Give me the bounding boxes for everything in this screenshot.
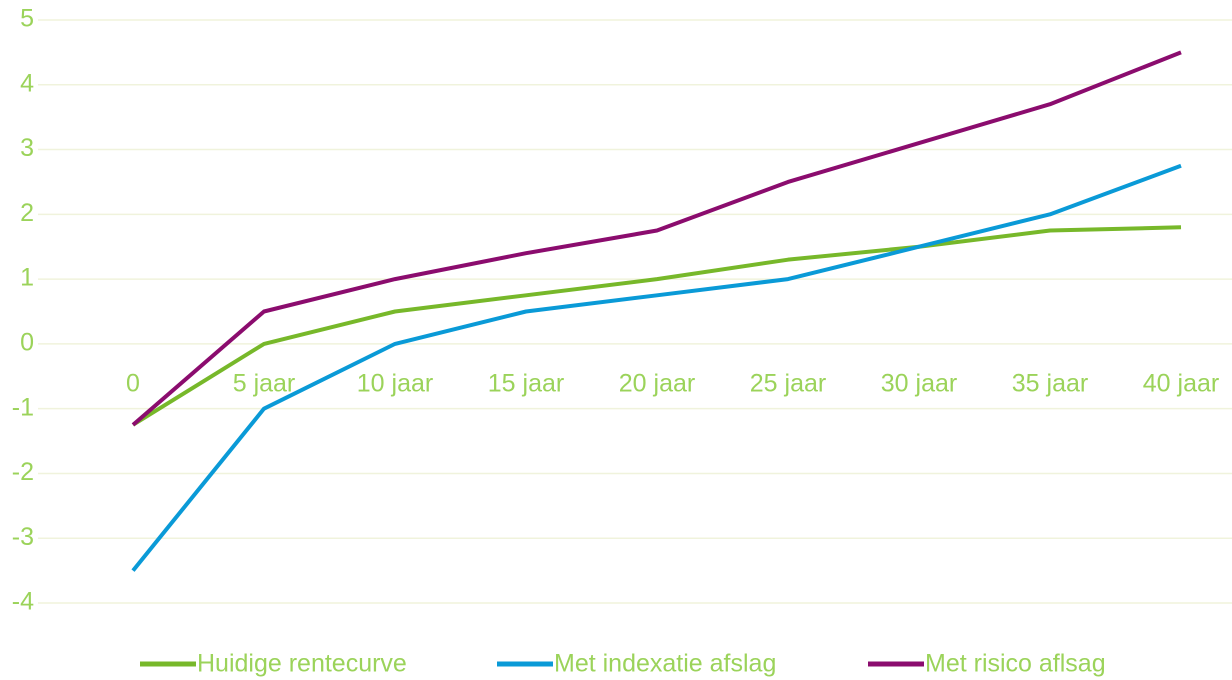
y-tick-label: 2 (20, 199, 34, 227)
y-tick-label: 0 (20, 328, 34, 356)
x-tick-label: 5 jaar (233, 369, 296, 397)
y-tick-label: -2 (12, 458, 34, 486)
x-tick-label: 35 jaar (1012, 369, 1088, 397)
x-tick-label: 0 (126, 369, 140, 397)
y-tick-label: 1 (20, 264, 34, 292)
series-line (131, 50, 1182, 427)
x-tick-label: 15 jaar (488, 369, 564, 397)
x-tick-label: 25 jaar (750, 369, 826, 397)
x-tick-label: 10 jaar (357, 369, 433, 397)
y-tick-label: 4 (20, 69, 34, 97)
legend-label: Huidige rentecurve (197, 650, 407, 678)
y-tick-label: -3 (12, 523, 34, 551)
y-tick-label: -1 (12, 393, 34, 421)
x-tick-label: 20 jaar (619, 369, 695, 397)
x-tick-label: 40 jaar (1143, 369, 1219, 397)
y-tick-label: 5 (20, 5, 34, 33)
x-tick-label: 30 jaar (881, 369, 957, 397)
y-tick-label: -4 (12, 588, 34, 616)
series-line (131, 225, 1182, 427)
legend-label: Met risico aflsag (925, 650, 1106, 678)
series-line (131, 163, 1182, 572)
y-tick-label: 3 (20, 134, 34, 162)
legend-label: Met indexatie afslag (554, 650, 776, 678)
